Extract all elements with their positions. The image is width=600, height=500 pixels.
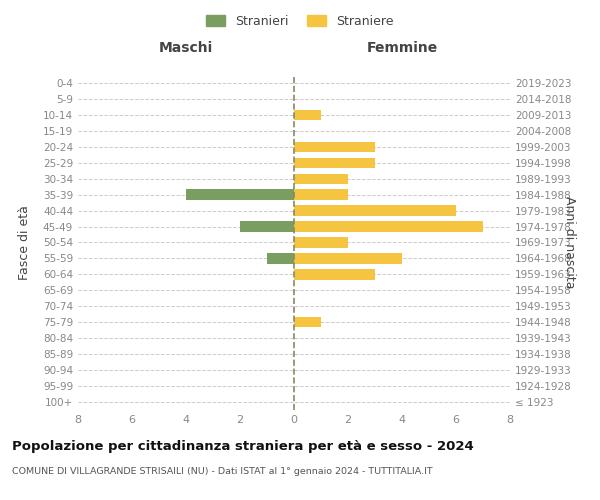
Bar bbox=[294, 254, 402, 264]
Bar bbox=[294, 110, 321, 120]
Bar bbox=[294, 206, 456, 216]
Bar bbox=[294, 174, 348, 184]
Bar bbox=[294, 238, 348, 248]
Text: Maschi: Maschi bbox=[159, 41, 213, 55]
Bar bbox=[294, 142, 375, 152]
Text: Femmine: Femmine bbox=[367, 41, 437, 55]
Text: COMUNE DI VILLAGRANDE STRISAILI (NU) - Dati ISTAT al 1° gennaio 2024 - TUTTITALI: COMUNE DI VILLAGRANDE STRISAILI (NU) - D… bbox=[12, 468, 433, 476]
Bar bbox=[240, 222, 294, 232]
Text: Fasce di età: Fasce di età bbox=[17, 205, 31, 280]
Bar bbox=[294, 317, 321, 328]
Legend: Stranieri, Straniere: Stranieri, Straniere bbox=[203, 11, 397, 32]
Text: Anni di nascita: Anni di nascita bbox=[563, 196, 577, 288]
Bar bbox=[294, 190, 348, 200]
Bar bbox=[294, 158, 375, 168]
Text: Popolazione per cittadinanza straniera per età e sesso - 2024: Popolazione per cittadinanza straniera p… bbox=[12, 440, 474, 453]
Bar bbox=[294, 222, 483, 232]
Bar bbox=[267, 254, 294, 264]
Bar bbox=[186, 190, 294, 200]
Bar bbox=[294, 269, 375, 280]
